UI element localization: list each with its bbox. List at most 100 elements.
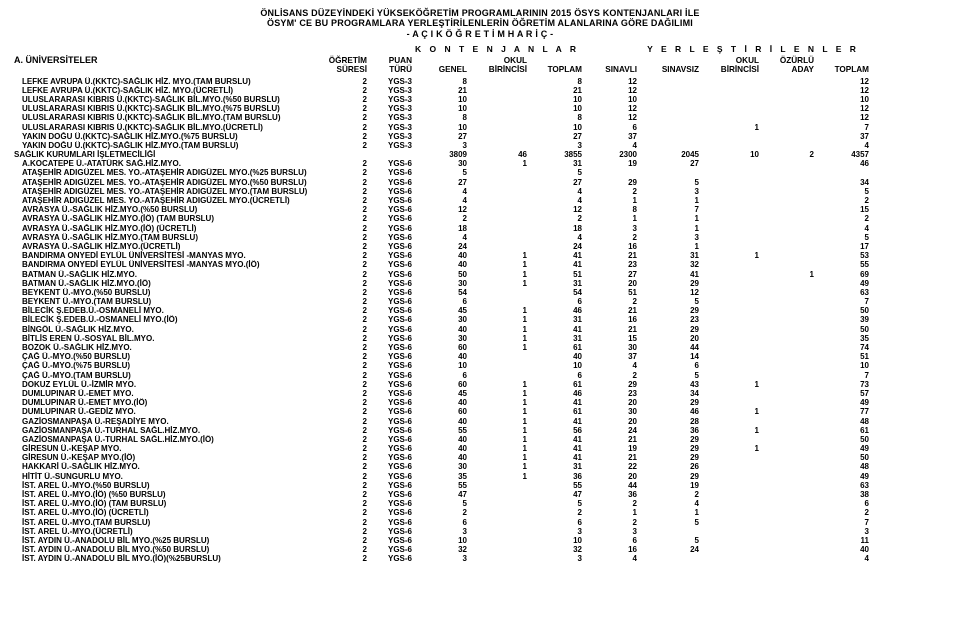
cell-sinavsiz: 29 [637, 325, 699, 334]
cell-obir [467, 233, 527, 242]
table-row: LEFKE AVRUPA Ü.(KKTC)-SAĞLIK HİZ. MYO.(Ü… [14, 86, 946, 95]
cell-ozurlu [759, 343, 814, 352]
cell-sinavli: 29 [582, 380, 637, 389]
row-name: İST. AREL Ü.-MYO.(İÖ) (%50 BURSLU) [14, 490, 319, 499]
row-name: AVRASYA Ü.-SAĞLIK HİZ.MYO.(İÖ) (ÜCRETLİ) [14, 224, 319, 233]
cell-top1: 31 [527, 279, 582, 288]
cell-obir2 [699, 315, 759, 324]
row-name: AVRASYA Ü.-SAĞLIK HİZ.MYO.(İÖ) (TAM BURS… [14, 214, 319, 223]
cell-top2: 7 [814, 123, 869, 132]
row-name: BATMAN Ü.-SAĞLIK HİZ.MYO.(İÖ) [14, 279, 319, 288]
cell-obir2: 1 [699, 380, 759, 389]
cell-sinavli: 19 [582, 159, 637, 168]
cell-obir2 [699, 77, 759, 86]
cell-ptur: YGS-6 [367, 361, 412, 370]
table-row: LEFKE AVRUPA Ü.(KKTC)-SAĞLIK HİZ. MYO.(T… [14, 77, 946, 86]
cell-genel: 35 [412, 472, 467, 481]
cell-genel: 40 [412, 251, 467, 260]
cell-obir2 [699, 214, 759, 223]
cell-top1: 46 [527, 306, 582, 315]
cell-top1: 54 [527, 288, 582, 297]
table-row: İST. AREL Ü.-MYO.(ÜCRETLİ)2YGS-63333 [14, 527, 946, 536]
cell-obir [467, 95, 527, 104]
cell-sinavli: 16 [582, 242, 637, 251]
cell-ptur [367, 150, 412, 159]
cell-top1: 56 [527, 426, 582, 435]
cell-top2: 38 [814, 490, 869, 499]
cell-top2: 15 [814, 205, 869, 214]
cell-top2: 50 [814, 453, 869, 462]
cell-ozurlu [759, 508, 814, 517]
row-name: BİNGÖL Ü.-SAĞLIK HİZ.MYO. [14, 325, 319, 334]
cell-top2: 39 [814, 315, 869, 324]
cell-obir2 [699, 435, 759, 444]
cell-sinavsiz: 2045 [637, 150, 699, 159]
cell-top1: 10 [527, 104, 582, 113]
cell-top1: 21 [527, 86, 582, 95]
cell-sinavli: 21 [582, 325, 637, 334]
cell-top2: 2 [814, 508, 869, 517]
cell-sinavli: 21 [582, 306, 637, 315]
cell-top2: 4 [814, 224, 869, 233]
cell-obir: 1 [467, 159, 527, 168]
table-row: İST. AYDIN Ü.-ANADOLU BİL MYO.(%25 BURSL… [14, 536, 946, 545]
hdr-genel: GENEL [412, 65, 467, 74]
cell-obir2 [699, 196, 759, 205]
cell-sinavsiz: 23 [637, 315, 699, 324]
cell-obir2 [699, 334, 759, 343]
cell-ptur: YGS-3 [367, 123, 412, 132]
table-row: YAKIN DOĞU Ü.(KKTC)-SAĞLIK HİZ.MYO.(%75 … [14, 132, 946, 141]
cell-top1: 41 [527, 325, 582, 334]
cell-sure: 2 [319, 398, 367, 407]
cell-sinavli: 27 [582, 270, 637, 279]
cell-ozurlu [759, 187, 814, 196]
row-name: İST. AREL Ü.-MYO.(İÖ) (ÜCRETLİ) [14, 508, 319, 517]
cell-sinavli: 22 [582, 462, 637, 471]
cell-top2: 12 [814, 113, 869, 122]
table-row: ULUSLARARASI KIBRIS Ü.(KKTC)-SAĞLIK BİL.… [14, 113, 946, 122]
table-row: BATMAN Ü.-SAĞLIK HİZ.MYO.(İÖ)2YGS-630131… [14, 279, 946, 288]
cell-top1: 31 [527, 334, 582, 343]
cell-top1: 47 [527, 490, 582, 499]
cell-sinavli: 15 [582, 334, 637, 343]
cell-top2: 77 [814, 407, 869, 416]
cell-obir [467, 77, 527, 86]
cell-sinavli: 16 [582, 545, 637, 554]
hdr-puan-1: PUAN [367, 56, 412, 65]
cell-sinavsiz: 1 [637, 224, 699, 233]
cell-sinavli: 30 [582, 343, 637, 352]
cell-ozurlu [759, 499, 814, 508]
cell-sure: 2 [319, 288, 367, 297]
cell-sinavli: 36 [582, 490, 637, 499]
cell-genel: 6 [412, 518, 467, 527]
cell-genel: 27 [412, 132, 467, 141]
cell-sure: 2 [319, 168, 367, 177]
cell-ptur: YGS-6 [367, 398, 412, 407]
table-row: BEYKENT Ü.-MYO.(%50 BURSLU)2YGS-65454511… [14, 288, 946, 297]
cell-obir: 1 [467, 453, 527, 462]
cell-sinavsiz: 1 [637, 242, 699, 251]
cell-genel: 10 [412, 95, 467, 104]
data-rows: LEFKE AVRUPA Ü.(KKTC)-SAĞLIK HİZ. MYO.(T… [14, 77, 946, 564]
table-row: DOKUZ EYLÜL Ü.-İZMİR MYO.2YGS-6601612943… [14, 380, 946, 389]
cell-sinavli: 2 [582, 297, 637, 306]
cell-genel: 40 [412, 325, 467, 334]
cell-sinavsiz: 1 [637, 196, 699, 205]
cell-sinavli: 12 [582, 77, 637, 86]
row-name: HİTİT Ü.-SUNGURLU MYO. [14, 472, 319, 481]
hdr-okul2-2: BİRİNCİSİ [699, 65, 759, 74]
cell-sinavsiz [637, 168, 699, 177]
row-name: GİRESUN Ü.-KEŞAP MYO.(İÖ) [14, 453, 319, 462]
cell-obir2: 1 [699, 444, 759, 453]
cell-sinavli: 20 [582, 472, 637, 481]
cell-top1: 61 [527, 343, 582, 352]
cell-genel: 55 [412, 426, 467, 435]
cell-sure: 2 [319, 86, 367, 95]
cell-sure: 2 [319, 371, 367, 380]
cell-top1: 36 [527, 472, 582, 481]
table-row: ATAŞEHİR ADIGÜZEL MES. YO.-ATAŞEHİR ADIG… [14, 168, 946, 177]
cell-top2: 46 [814, 159, 869, 168]
cell-top2: 49 [814, 398, 869, 407]
row-name: BİLECİK Ş.EDEB.Ü.-OSMANELİ MYO.(İÖ) [14, 315, 319, 324]
cell-obir2 [699, 297, 759, 306]
